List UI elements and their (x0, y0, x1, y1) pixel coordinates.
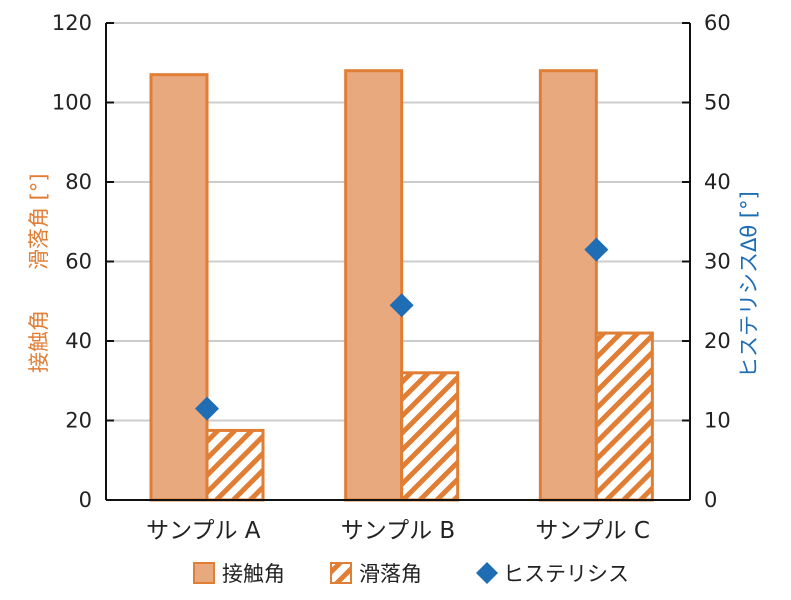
y-right-tick-label-0: 0 (704, 488, 717, 512)
category-labels: サンプル A サンプル B サンプル C (146, 518, 650, 544)
legend-swatch-sliding-angle (330, 562, 352, 584)
y-right-tick-label-6: 60 (704, 11, 731, 35)
bar-contact-angle-0 (149, 73, 209, 502)
point-hysteresis-1 (389, 293, 414, 318)
bars (149, 69, 654, 502)
category-label-1: サンプル B (341, 518, 455, 544)
y-left-tick-label-2: 40 (65, 329, 92, 353)
point-hysteresis-0 (195, 396, 219, 421)
category-label-0: サンプル A (146, 518, 261, 544)
y-right-tick-label-2: 20 (704, 329, 731, 353)
y-axis-right-label: ヒステリシスΔθ [°] (737, 191, 761, 378)
y-right-tick-label-4: 40 (704, 170, 731, 194)
y-left-tick-label-6: 120 (52, 11, 92, 35)
bar-sliding-angle-0 (205, 428, 265, 502)
y-left-tick-label-0: 0 (79, 488, 92, 512)
point-hysteresis-2 (584, 237, 609, 262)
y-left-tick-label-3: 60 (65, 250, 92, 274)
tick-labels: 0 20 40 60 80 100 120 0 10 20 30 40 50 60 (52, 11, 731, 512)
axes (105, 22, 691, 501)
bar-contact-angle-1 (344, 69, 404, 502)
legend-label-sliding-angle: 滑落角 (359, 562, 422, 586)
hysteresis-points (195, 237, 609, 421)
bar-contact-angle-2 (538, 69, 598, 502)
y-right-tick-label-1: 10 (704, 409, 731, 433)
y-left-tick-label-5: 100 (52, 91, 92, 115)
y-axis-left-label-2: 滑落角 [°] (27, 173, 51, 270)
legend-label-hysteresis: ヒステリシス (503, 562, 629, 586)
legend-label-contact-angle: 接触角 (222, 562, 285, 586)
bar-sliding-angle-2 (594, 331, 654, 502)
legend-swatch-contact-angle (193, 562, 215, 584)
y-right-tick-label-5: 50 (704, 91, 731, 115)
category-label-2: サンプル C (535, 518, 650, 544)
legend-marker-hysteresis-icon (476, 562, 498, 584)
y-right-tick-label-3: 30 (704, 250, 731, 274)
y-left-tick-label-4: 80 (65, 170, 92, 194)
legend: 接触角 滑落角 ヒステリシス (193, 562, 629, 586)
bar-sliding-angle-1 (400, 371, 460, 502)
y-axis-left-label-1: 接触角 (27, 310, 51, 373)
y-left-tick-label-1: 20 (65, 409, 92, 433)
